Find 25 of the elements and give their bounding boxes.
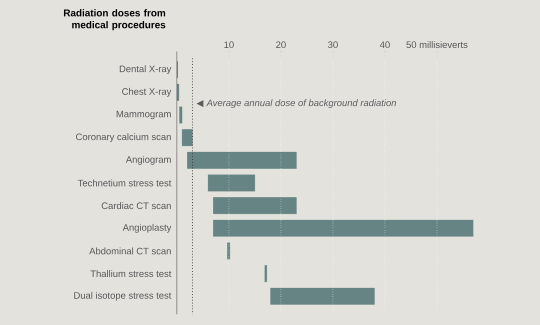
y-tick-label: Abdominal CT scan (89, 247, 171, 254)
y-tick-label: Dual isotope stress test (74, 292, 172, 300)
y-tick-label: Technetium stress test (78, 179, 172, 186)
bar (270, 288, 375, 305)
bar (213, 197, 297, 214)
y-tick-label: Chest X-ray (122, 88, 172, 97)
y-tick-label: Mammogram (116, 110, 171, 120)
x-tick-label: 20 (276, 41, 286, 48)
y-tick-label: Angioplasty (122, 224, 172, 233)
y-tick-label: Dental X-ray (120, 65, 172, 74)
y-tick-label: Thallium stress test (90, 270, 172, 277)
bar (179, 106, 182, 124)
y-tick-label: Angiogram (126, 156, 171, 165)
ref-line-label: Average annual dose of background radiation (206, 99, 396, 108)
y-tick-label: Coronary calcium scan (76, 133, 171, 142)
x-tick-label: 40 (380, 41, 390, 48)
x-tick-label: 10 (224, 41, 234, 48)
x-tick-label: 50 millisieverts (406, 40, 468, 48)
chart-title: Radiation doses from medical procedures (64, 8, 166, 30)
bar (227, 242, 230, 260)
bar (208, 174, 256, 192)
x-tick-label: 30 (328, 41, 338, 48)
bar (182, 129, 193, 146)
y-tick-label: Cardiac CT scan (102, 202, 171, 209)
bar (187, 152, 297, 169)
